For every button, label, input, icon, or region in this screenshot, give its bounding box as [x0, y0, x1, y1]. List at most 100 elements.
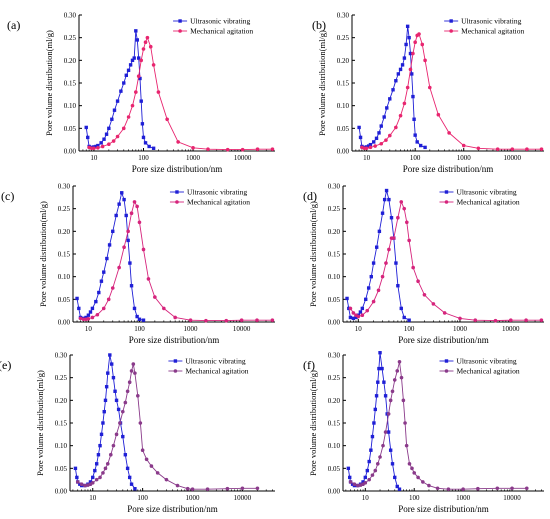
- data-point: [423, 145, 427, 150]
- legend-entry: Ultrasonic vibrating: [169, 188, 247, 197]
- data-point: [224, 318, 229, 323]
- data-point: [117, 265, 121, 270]
- series-line: [350, 200, 542, 322]
- data-point: [377, 229, 382, 234]
- data-point: [365, 308, 370, 313]
- data-point: [380, 274, 385, 279]
- data-point: [126, 238, 130, 243]
- data-point: [107, 243, 112, 247]
- data-point: [399, 200, 404, 204]
- data-point: [374, 394, 379, 398]
- data-point: [165, 117, 169, 122]
- data-point: [410, 466, 414, 471]
- data-point: [139, 99, 143, 103]
- data-point: [79, 482, 84, 487]
- legend-marker: [173, 359, 178, 363]
- data-point: [413, 40, 417, 44]
- data-point: [363, 481, 368, 485]
- series-ultrasonic: [84, 29, 156, 150]
- legend-marker: [444, 359, 449, 363]
- legend-entry: Mechanical agitation: [173, 27, 253, 36]
- data-point: [346, 466, 351, 471]
- legend-entry: Ultrasonic vibrating: [439, 357, 517, 366]
- y-tick-label: 0.10: [328, 442, 341, 450]
- data-point: [412, 117, 416, 121]
- data-point: [354, 315, 358, 320]
- data-point: [525, 147, 529, 151]
- legend-label: Mechanical agitation: [187, 198, 250, 207]
- data-point: [115, 134, 120, 139]
- data-point: [77, 306, 81, 311]
- data-point: [400, 63, 405, 67]
- data-point: [370, 434, 375, 439]
- data-point: [83, 483, 87, 488]
- data-point: [392, 236, 396, 240]
- legend-entry: Mechanical agitation: [169, 198, 250, 207]
- y-axis-title: Pore volume distribution(ml/g): [317, 30, 327, 136]
- data-point: [377, 366, 381, 371]
- legend-label: Ultrasonic vibrating: [456, 357, 516, 366]
- y-tick-label: 0.10: [328, 273, 341, 281]
- y-tick-label: 0.00: [55, 488, 68, 496]
- legend-entry: Ultrasonic vibrating: [444, 17, 522, 26]
- data-point: [135, 314, 139, 319]
- data-point: [98, 475, 102, 480]
- data-point: [388, 448, 393, 452]
- y-tick-label: 0.20: [337, 57, 350, 65]
- y-tick-label: 0.05: [337, 125, 350, 133]
- data-point: [135, 394, 140, 398]
- data-point: [119, 89, 123, 93]
- data-point: [420, 42, 425, 47]
- data-point: [141, 135, 146, 140]
- data-point: [367, 477, 371, 482]
- data-point: [370, 473, 375, 477]
- data-point: [393, 475, 397, 480]
- y-tick-label: 0.25: [328, 374, 341, 382]
- data-point: [397, 360, 402, 364]
- data-point: [115, 99, 120, 103]
- y-tick-label: 0.10: [58, 273, 71, 281]
- data-point: [99, 432, 104, 437]
- y-tick-label: 0.10: [55, 442, 68, 450]
- x-tick-label: 1000: [453, 325, 468, 333]
- data-point: [239, 318, 244, 322]
- data-point: [105, 462, 110, 466]
- data-point: [105, 256, 109, 261]
- data-point: [127, 380, 132, 385]
- data-point: [384, 261, 388, 265]
- data-point: [350, 482, 355, 486]
- data-point: [164, 477, 169, 482]
- data-point: [104, 385, 109, 389]
- data-point: [205, 487, 210, 491]
- data-point: [99, 141, 103, 145]
- data-point: [431, 302, 436, 306]
- data-point: [352, 482, 357, 487]
- data-point: [419, 143, 423, 148]
- data-point: [396, 72, 401, 76]
- x-tick-label: 10: [89, 494, 97, 502]
- data-point: [410, 72, 414, 76]
- y-tick-label: 0.25: [64, 34, 77, 42]
- data-point: [240, 486, 245, 491]
- data-point: [461, 143, 466, 148]
- data-point: [135, 38, 139, 42]
- data-point: [92, 146, 96, 151]
- data-point: [379, 141, 384, 146]
- data-point: [348, 475, 352, 480]
- data-point: [375, 462, 380, 466]
- data-point: [240, 147, 245, 152]
- data-point: [140, 122, 145, 126]
- legend-label: Ultrasonic vibrating: [461, 17, 521, 26]
- data-point: [366, 286, 371, 290]
- y-tick-label: 0.30: [64, 12, 77, 20]
- data-point: [103, 398, 108, 403]
- data-point: [94, 462, 99, 466]
- data-point: [402, 101, 407, 106]
- x-tick-label: 100: [138, 154, 149, 162]
- data-point: [141, 318, 146, 322]
- data-point: [524, 486, 529, 491]
- data-point: [386, 412, 391, 416]
- data-point: [358, 310, 363, 314]
- data-point: [148, 44, 153, 49]
- data-point: [442, 311, 447, 315]
